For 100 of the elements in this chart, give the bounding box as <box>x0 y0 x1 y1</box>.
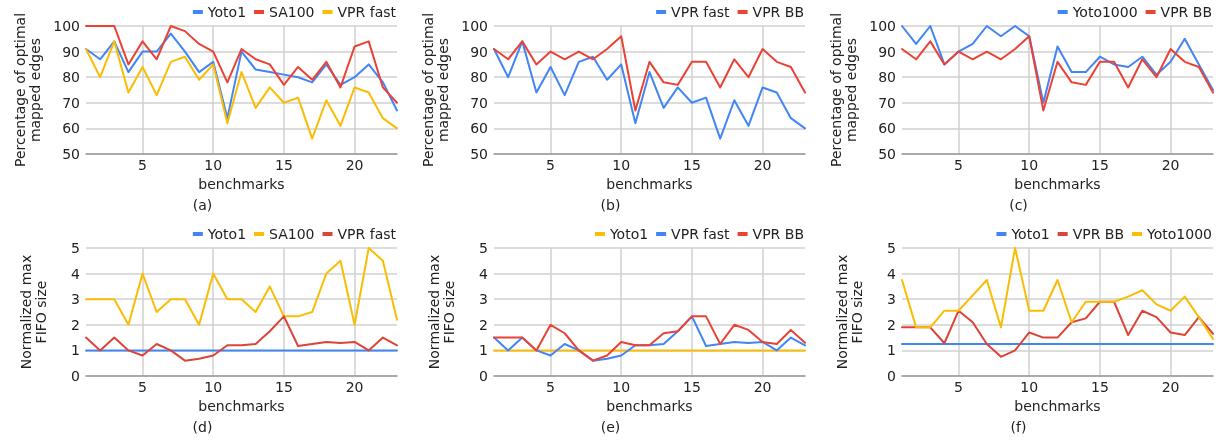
legend-label: VPR BB <box>1160 4 1212 20</box>
y-axis-title: Normalized max FIFO size <box>425 254 457 370</box>
x-tick-label: 10 <box>204 157 223 173</box>
x-tick-label: 5 <box>138 157 148 173</box>
line-series <box>901 247 1214 340</box>
y-tick-label: 2 <box>71 316 80 333</box>
legend-label: Yoto1 <box>1010 226 1050 242</box>
legend-label: VPR fast <box>671 226 731 242</box>
y-axis-title: Normalized max FIFO size <box>17 254 49 370</box>
line-series <box>901 300 1214 358</box>
x-tick-label: 10 <box>204 379 223 395</box>
y-tick-label: 50 <box>470 146 488 162</box>
line-series <box>85 32 398 120</box>
line-series <box>85 315 398 362</box>
y-tick-label: 70 <box>470 94 488 111</box>
y-tick-label: 90 <box>470 43 488 60</box>
x-axis-title: benchmarks <box>1014 397 1101 414</box>
x-tick-label: 15 <box>682 379 701 395</box>
y-tick-label: 90 <box>878 43 896 60</box>
legend-label: VPR fast <box>671 4 731 20</box>
y-tick-label: 70 <box>62 94 80 111</box>
legend-label: Yoto1000 <box>1071 4 1138 20</box>
x-tick-label: 5 <box>546 379 556 395</box>
x-tick-label: 10 <box>612 157 631 173</box>
y-axis-title: Normalized max FIFO size <box>833 254 865 370</box>
x-tick-label: 20 <box>1161 157 1180 173</box>
x-tick-label: 15 <box>1090 157 1109 173</box>
x-axis-title: benchmarks <box>198 175 285 192</box>
y-tick-label: 5 <box>71 240 80 256</box>
legend-label: VPR fast <box>337 226 397 242</box>
text: (a) <box>192 197 213 213</box>
line-series <box>85 247 398 326</box>
y-tick-label: 100 <box>53 18 80 34</box>
x-axis-title: benchmarks <box>606 397 693 414</box>
y-tick-label: 0 <box>887 368 896 384</box>
x-tick-label: 10 <box>612 379 631 395</box>
line-series <box>85 40 398 140</box>
y-tick-label: 2 <box>479 316 488 333</box>
text: (d) <box>192 419 213 435</box>
y-tick-label: 5 <box>887 240 896 256</box>
x-tick-label: 20 <box>753 379 772 395</box>
x-axis-title: benchmarks <box>1014 175 1101 192</box>
legend-label: SA100 <box>269 4 315 20</box>
y-tick-label: 60 <box>470 120 488 137</box>
y-tick-label: 1 <box>71 342 80 359</box>
legend-label: VPR BB <box>752 226 804 242</box>
y-tick-label: 3 <box>479 291 488 308</box>
y-tick-label: 60 <box>62 120 80 137</box>
y-tick-label: 0 <box>479 368 488 384</box>
y-tick-label: 100 <box>461 18 488 34</box>
y-tick-label: 80 <box>878 69 896 86</box>
x-axis-title: benchmarks <box>606 175 693 192</box>
text: (c) <box>1009 197 1028 213</box>
y-tick-label: 3 <box>887 291 896 308</box>
y-tick-label: 4 <box>71 265 81 282</box>
y-tick-label: 4 <box>887 265 897 282</box>
legend-label: VPR BB <box>752 4 804 20</box>
y-tick-label: 70 <box>878 94 896 111</box>
x-tick-label: 20 <box>345 379 364 395</box>
y-axis-title: Percentage of optimal mapped edges <box>11 12 43 168</box>
x-tick-label: 20 <box>1161 379 1180 395</box>
y-tick-label: 80 <box>62 69 80 86</box>
x-tick-label: 5 <box>954 379 964 395</box>
legend-label: VPR fast <box>337 4 397 20</box>
y-axis-title: Percentage of optimal mapped edges <box>419 12 451 168</box>
legend-label: Yoto1000 <box>1146 226 1213 242</box>
text: (e) <box>600 419 621 435</box>
x-tick-label: 5 <box>546 157 556 173</box>
x-tick-label: 20 <box>345 157 364 173</box>
y-tick-label: 90 <box>62 43 80 60</box>
legend-label: Yoto1 <box>206 226 247 242</box>
x-tick-label: 5 <box>138 379 148 395</box>
y-tick-label: 3 <box>71 291 80 308</box>
y-tick-label: 1 <box>887 342 896 359</box>
x-axis-title: benchmarks <box>198 397 285 414</box>
x-tick-label: 15 <box>1090 379 1109 395</box>
legend-label: VPR BB <box>1072 226 1125 242</box>
y-tick-label: 4 <box>479 265 489 282</box>
text: (f) <box>1010 419 1027 435</box>
x-tick-label: 10 <box>1020 157 1039 173</box>
y-axis-title: Percentage of optimal mapped edges <box>827 12 859 168</box>
y-tick-label: 50 <box>62 146 80 162</box>
y-tick-label: 1 <box>479 342 488 359</box>
y-tick-label: 60 <box>878 120 896 137</box>
y-tick-label: 50 <box>878 146 896 162</box>
legend-label: Yoto1 <box>608 226 649 242</box>
x-tick-label: 15 <box>275 379 293 395</box>
y-tick-label: 100 <box>869 18 896 34</box>
line-series <box>901 25 1214 104</box>
line-series <box>901 35 1214 112</box>
x-tick-label: 10 <box>1020 379 1039 395</box>
text: (b) <box>600 197 621 213</box>
y-tick-label: 2 <box>887 316 896 333</box>
line-series <box>85 25 398 104</box>
y-tick-label: 80 <box>470 69 488 86</box>
x-tick-label: 15 <box>682 157 701 173</box>
x-tick-label: 5 <box>954 157 964 173</box>
legend-label: SA100 <box>269 226 315 242</box>
legend-label: Yoto1 <box>206 4 247 20</box>
line-series <box>493 35 806 112</box>
